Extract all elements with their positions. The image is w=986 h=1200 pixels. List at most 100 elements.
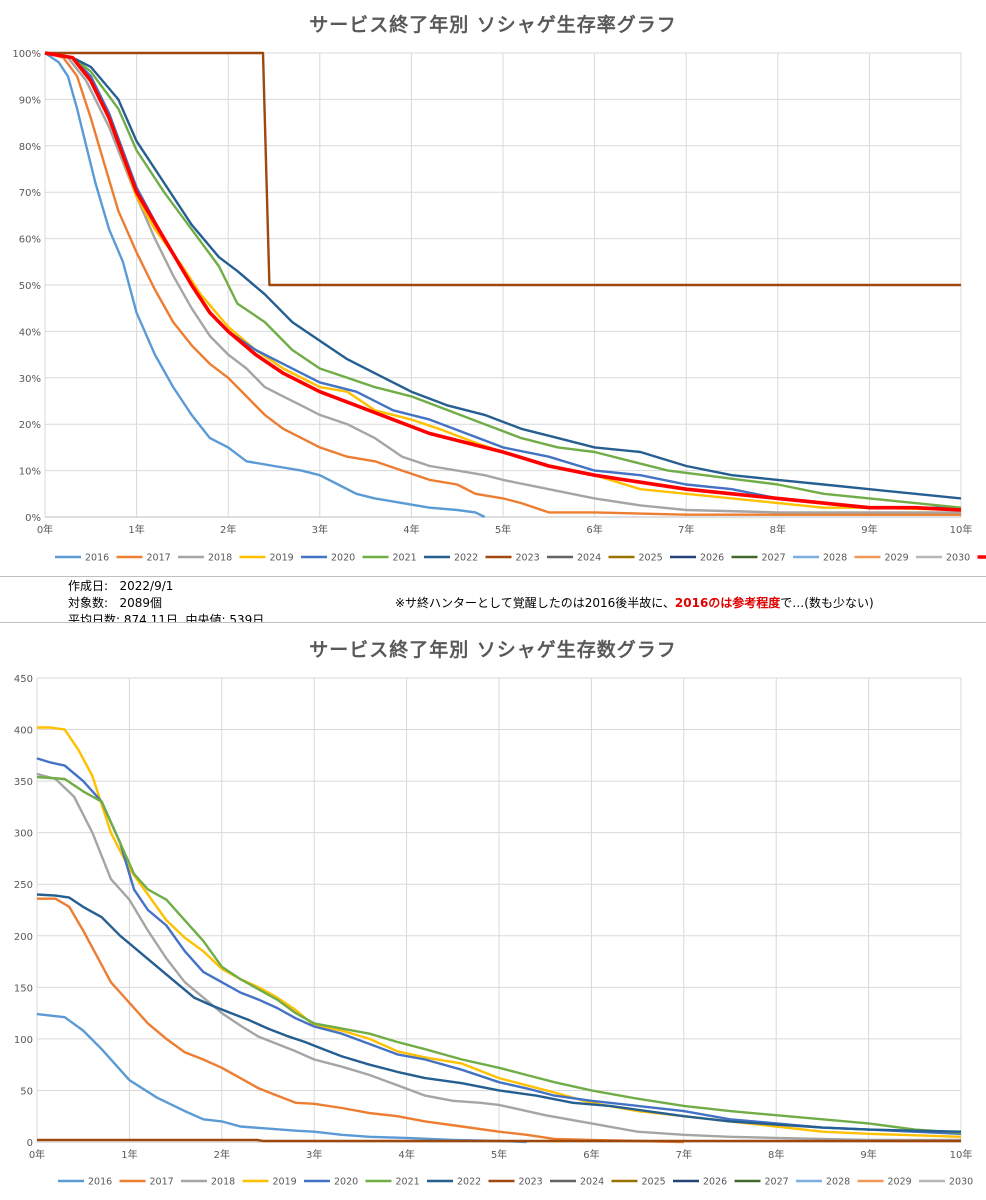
y-tick-label: 60% <box>19 235 41 246</box>
legend-label: 2022 <box>457 1177 481 1188</box>
series-line-2020 <box>36 757 962 1135</box>
legend-item-2024: 2024 <box>547 553 601 564</box>
series-line-2022 <box>36 893 962 1133</box>
legend-item-2030: 2030 <box>919 1177 973 1188</box>
series-line-2019 <box>44 51 962 512</box>
y-tick-label: 30% <box>19 374 41 385</box>
legend-item-2021: 2021 <box>362 553 417 564</box>
x-tick-label: 5年 <box>495 523 511 536</box>
x-tick-label: 6年 <box>583 1148 599 1161</box>
legend-label: 2019 <box>270 553 294 564</box>
legend-label: 2016 <box>85 553 109 564</box>
legend-item-2017: 2017 <box>116 553 171 564</box>
x-tick-label: 5年 <box>491 1148 507 1161</box>
y-tick-label: 50 <box>20 1086 33 1097</box>
legend-label: 2018 <box>208 553 232 564</box>
legend-item-2016: 2016 <box>55 553 109 564</box>
target-count-line: 対象数: 2089個 <box>68 594 162 611</box>
y-tick-label: 50% <box>19 281 41 292</box>
legend-label: 2030 <box>949 1177 973 1188</box>
note-red: 2016のは参考程度 <box>674 596 781 610</box>
legend-label: 2024 <box>580 1177 604 1188</box>
note-after: で…(数も少ない) <box>780 596 874 610</box>
legend-label: 2024 <box>577 553 601 564</box>
y-tick-label: 300 <box>14 829 33 840</box>
legend-item-2023: 2023 <box>488 1177 543 1188</box>
y-tick-label: 250 <box>14 880 33 891</box>
series-line-2018 <box>44 51 961 514</box>
legend-label: 2020 <box>331 553 355 564</box>
series-line-2021 <box>36 775 962 1134</box>
series-line-2021 <box>44 51 962 509</box>
count-value: 2089個 <box>119 596 163 610</box>
note-before: ※サ終ハンターとして覚醒したのは2016後半故に、 <box>395 596 675 610</box>
series-line-total <box>44 51 962 512</box>
legend-label: 2028 <box>826 1177 850 1188</box>
x-tick-label: 9年 <box>860 1148 876 1161</box>
legend-item-2024: 2024 <box>550 1177 604 1188</box>
legend-label: 2021 <box>393 553 417 564</box>
series-line-2016 <box>36 1012 527 1144</box>
y-tick-label: 20% <box>19 420 41 431</box>
x-tick-label: 2年 <box>214 1148 230 1161</box>
legend-item-2029: 2029 <box>854 553 909 564</box>
legend-label: 2025 <box>642 1177 666 1188</box>
created-label: 作成日: <box>68 579 109 593</box>
legend-label: 2023 <box>519 1177 543 1188</box>
legend-item-2030: 2030 <box>916 553 970 564</box>
legend-item-2027: 2027 <box>734 1177 789 1188</box>
legend-item-2018: 2018 <box>181 1177 235 1188</box>
legend-label: 2027 <box>762 553 786 564</box>
y-tick-label: 10% <box>19 467 41 478</box>
y-tick-label: 100 <box>14 1035 33 1046</box>
y-tick-label: 200 <box>14 932 33 943</box>
legend-item-2028: 2028 <box>793 553 847 564</box>
survival-rate-chart-title: サービス終了年別 ソシャゲ生存率グラフ <box>309 14 677 36</box>
survival-count-chart-title: サービス終了年別 ソシャゲ生存数グラフ <box>309 639 677 661</box>
created-value: 2022/9/1 <box>119 579 174 593</box>
series-line-2020 <box>44 51 961 509</box>
series-line-2022 <box>44 51 962 500</box>
x-tick-label: 7年 <box>678 523 694 536</box>
x-tick-label: 4年 <box>403 523 419 536</box>
legend-label: 2026 <box>703 1177 727 1188</box>
y-tick-label: 70% <box>19 188 41 199</box>
x-tick-label: 3年 <box>312 523 328 536</box>
series-line-2023 <box>37 1138 961 1143</box>
legend-item-total: TOTAL <box>977 555 986 559</box>
legend-label: 2021 <box>396 1177 420 1188</box>
x-tick-label: 9年 <box>861 523 877 536</box>
note-text: ※サ終ハンターとして覚醒したのは2016後半故に、2016のは参考程度で…(数も… <box>395 594 874 611</box>
y-tick-label: 400 <box>14 726 33 737</box>
y-tick-label: 450 <box>14 674 33 685</box>
survival-count-chart: 0 50 100 150 200 250 300 350 400 450 0年 1年 2年 3年 4年 5年 6… <box>14 674 973 1188</box>
x-tick-label: 8年 <box>770 523 786 536</box>
legend-item-2026: 2026 <box>673 1177 727 1188</box>
legend-item-2021: 2021 <box>365 1177 420 1188</box>
y-tick-label: 100% <box>12 49 41 60</box>
legend-label: 2020 <box>334 1177 358 1188</box>
x-tick-label: 4年 <box>398 1148 414 1161</box>
legend-label: 2017 <box>150 1177 174 1188</box>
legend-item-2029: 2029 <box>857 1177 912 1188</box>
legend-label: 2017 <box>147 553 171 564</box>
y-tick-label: 0 <box>27 1138 33 1149</box>
legend-item-2017: 2017 <box>119 1177 174 1188</box>
x-tick-label: 8年 <box>768 1148 784 1161</box>
x-tick-label: 0年 <box>37 523 53 536</box>
y-tick-label: 90% <box>19 95 41 106</box>
survival-count-chart-panel: サービス終了年別 ソシャゲ生存数グラフ 0 50 100 150 200 250 300 35… <box>0 622 986 1199</box>
x-tick-label: 0年 <box>29 1148 45 1161</box>
legend-item-2022: 2022 <box>424 553 478 564</box>
series-line-2017 <box>44 51 961 516</box>
legend-label: 2022 <box>454 553 478 564</box>
legend-item-2027: 2027 <box>731 553 786 564</box>
legend-item-2026: 2026 <box>670 553 724 564</box>
legend-item-2016: 2016 <box>58 1177 112 1188</box>
series-line-2017 <box>37 897 684 1144</box>
legend-label: 2029 <box>885 553 909 564</box>
legend-label: 2028 <box>823 553 847 564</box>
survival-rate-chart-panel: サービス終了年別 ソシャゲ生存率グラフ 0% 10% 20% 30% 40% 50% 60%… <box>0 0 986 577</box>
legend-item-2020: 2020 <box>304 1177 358 1188</box>
series-line-2023 <box>45 51 961 287</box>
